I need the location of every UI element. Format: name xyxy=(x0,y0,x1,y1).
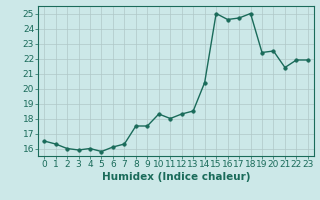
X-axis label: Humidex (Indice chaleur): Humidex (Indice chaleur) xyxy=(102,172,250,182)
